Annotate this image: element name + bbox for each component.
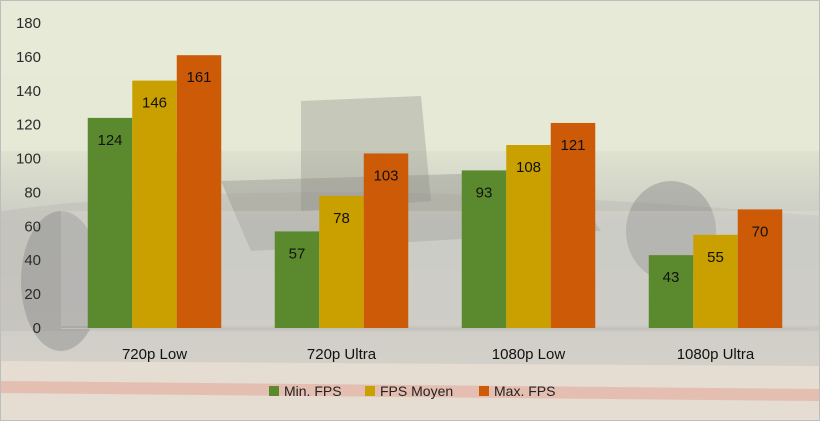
y-tick-label: 100: [16, 151, 41, 168]
bar-fps-moyen-720p-low: [132, 80, 177, 328]
data-label: 161: [186, 69, 211, 86]
bar-fps-moyen-720p-ultra: [319, 195, 364, 328]
x-category-label: 1080p Low: [492, 346, 566, 363]
bar-max-fps-720p-low: [176, 55, 222, 328]
legend: Min. FPS FPS Moyen Max. FPS: [269, 383, 555, 399]
legend-swatch: [479, 386, 489, 396]
legend-label: FPS Moyen: [380, 383, 453, 399]
data-label: 93: [476, 184, 493, 201]
y-tick-label: 40: [24, 252, 41, 269]
data-label: 78: [333, 210, 350, 227]
bars-area: 124 146 161 57 78 103 93 108 121 43 55 70: [87, 55, 783, 328]
x-category-label: 720p Ultra: [307, 346, 377, 363]
data-label: 55: [707, 249, 724, 266]
y-tick-label: 20: [24, 286, 41, 303]
y-tick-label: 60: [24, 218, 41, 235]
legend-label: Min. FPS: [284, 383, 342, 399]
legend-label: Max. FPS: [494, 383, 555, 399]
y-tick-label: 180: [16, 15, 41, 32]
legend-swatch: [269, 386, 279, 396]
bar-max-fps-720p-ultra: [363, 153, 409, 328]
data-label: 124: [97, 132, 122, 149]
x-axis: 720p Low 720p Ultra 1080p Low 1080p Ultra: [61, 328, 809, 363]
data-label: 146: [142, 95, 167, 112]
x-category-label: 1080p Ultra: [677, 346, 755, 363]
legend-swatch: [365, 386, 375, 396]
bar-max-fps-1080p-low: [550, 122, 596, 328]
data-label: 70: [752, 223, 769, 240]
bar-min-fps-720p-low: [87, 117, 133, 328]
y-tick-label: 80: [24, 184, 41, 201]
y-tick-label: 140: [16, 83, 41, 100]
bar-fps-moyen-1080p-low: [506, 145, 551, 328]
bar-min-fps-1080p-ultra: [648, 255, 694, 328]
data-label: 121: [560, 137, 585, 154]
y-tick-label: 160: [16, 49, 41, 66]
bar-max-fps-1080p-ultra: [737, 209, 783, 328]
data-label: 103: [373, 167, 398, 184]
bar-min-fps-1080p-low: [461, 170, 507, 328]
data-label: 108: [516, 159, 541, 176]
x-category-label: 720p Low: [122, 346, 187, 363]
y-tick-label: 120: [16, 117, 41, 134]
y-tick-label: 0: [33, 320, 41, 337]
data-label: 43: [663, 269, 680, 286]
bar-fps-moyen-1080p-ultra: [693, 234, 738, 328]
y-axis: 0 20 40 60 80 100 120 140 160 180: [16, 15, 41, 337]
data-label: 57: [289, 245, 306, 262]
bar-min-fps-720p-ultra: [274, 231, 320, 328]
